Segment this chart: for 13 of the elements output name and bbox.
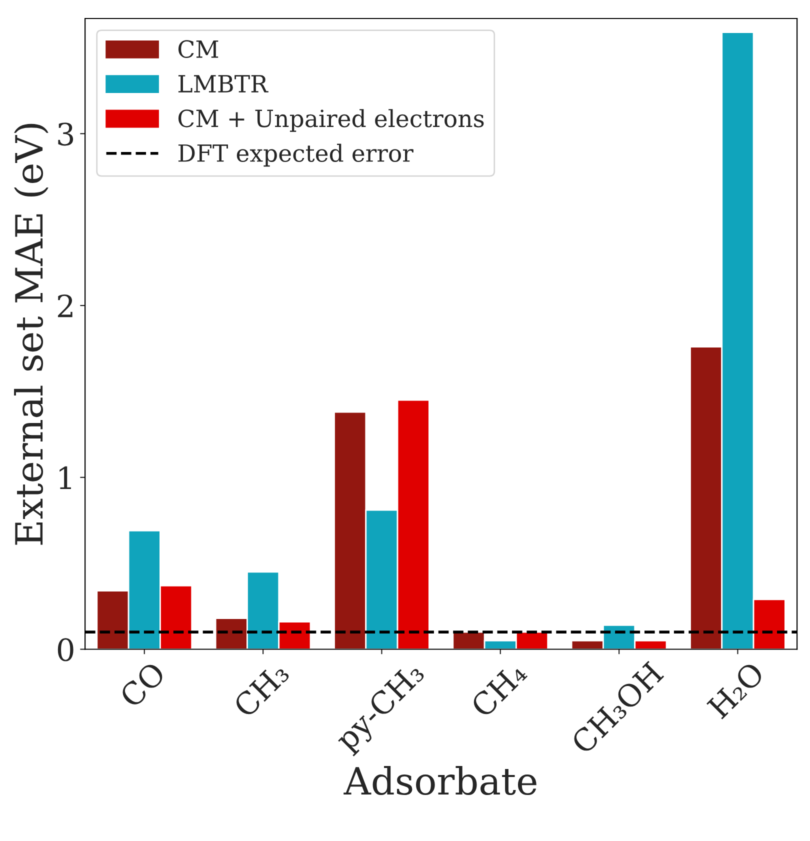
y-tick-label: 2 <box>58 294 72 318</box>
legend-label: CM <box>178 40 218 58</box>
y-tick-label: 0 <box>58 638 74 662</box>
y-axis-title: External set MAE (eV) <box>14 124 48 545</box>
legend-label: LMBTR <box>178 75 268 92</box>
y-tick-label: 1 <box>60 466 71 489</box>
legend-label: CM + Unpaired electrons <box>178 109 484 132</box>
legend-label: DFT expected error <box>178 144 414 167</box>
x-tick-label: CH₄ <box>470 660 528 719</box>
x-tick-label: CO <box>118 660 167 709</box>
x-axis-title: Adsorbate <box>344 766 536 796</box>
x-tick-label: CH₃ <box>232 660 290 719</box>
y-tick-label: 3 <box>58 122 74 146</box>
